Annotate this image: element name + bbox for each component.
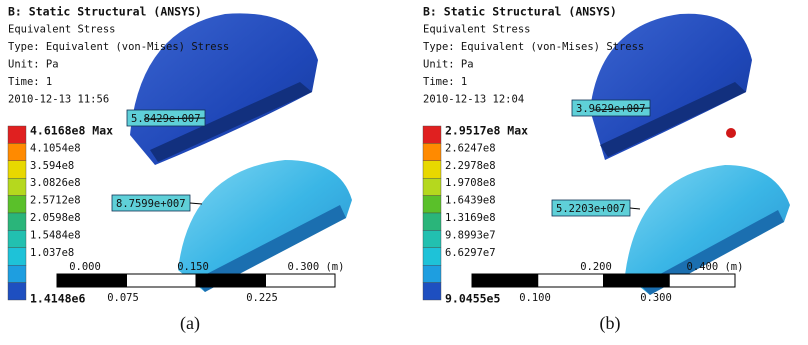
scale-label: 0.400 (m) [687,261,744,273]
legend-label: 1.3169e8 [445,212,496,224]
legend-swatch [423,283,441,300]
probe-label: 5.2203e+007 [556,203,626,215]
scale-label: 0.300 (m) [288,261,345,273]
scale-segment [57,274,127,287]
legend-swatch [423,161,441,178]
legend-swatch [8,213,26,230]
legend-swatch [423,126,441,143]
panel-title: B: Static Structural (ANSYS) [8,5,202,19]
legend-swatch [423,248,441,265]
model-a [130,13,352,292]
scale-label: 0.200 [580,261,612,273]
legend-label: 1.5484e8 [30,229,81,241]
scale-segment [127,274,197,287]
legend-swatch [8,283,26,300]
legend-swatch [8,196,26,213]
scale-segment [472,274,538,287]
legend-label: 3.0826e8 [30,177,81,189]
legend-label: 1.6439e8 [445,195,496,207]
header-line: 2010-12-13 11:56 [8,94,109,106]
header-line: Equivalent Stress [8,24,115,36]
legend-label: 1.037e8 [30,247,74,259]
caption: (b) [600,313,621,334]
legend-swatch [8,178,26,195]
probe-label: 8.7599e+007 [116,198,186,210]
legend-swatch [8,265,26,282]
legend-swatch [423,230,441,247]
legend-swatch [8,248,26,265]
figure: B: Static Structural (ANSYS) Equivalent S… [0,0,808,341]
legend-label: 2.9517e8 Max [445,124,528,138]
probe-label: 3.9629e+007 [576,103,646,115]
scale-segment [604,274,670,287]
legend-label: 9.0455e5 [445,292,500,306]
scale-segment [538,274,604,287]
scale-segment [266,274,336,287]
legend-label: 6.6297e7 [445,247,496,259]
legend-label: 2.0598e8 [30,212,81,224]
panel-title: B: Static Structural (ANSYS) [423,5,617,19]
header-line: Unit: Pa [423,59,474,71]
legend-swatch [423,213,441,230]
legend-label: 1.9708e8 [445,177,496,189]
scale-label: 0.000 [69,261,101,273]
legend-label: 9.8993e7 [445,229,496,241]
legend-swatch [8,161,26,178]
header-line: 2010-12-13 12:04 [423,94,524,106]
header-line: Type: Equivalent (von-Mises) Stress [423,41,644,53]
probe-pointer [630,208,640,209]
scale-label: 0.150 [177,261,209,273]
model-b [590,14,790,295]
probe-label: 5.8429e+007 [131,113,201,125]
legend-swatch [8,126,26,143]
legend-swatch [423,196,441,213]
probe-pointer [190,203,202,204]
header-line: Time: 1 [423,76,467,88]
legend-label: 4.1054e8 [30,142,81,154]
header-line: Type: Equivalent (von-Mises) Stress [8,41,229,53]
legend-label: 2.6247e8 [445,142,496,154]
header-line: Equivalent Stress [423,24,530,36]
legend-swatch [423,143,441,160]
header-line: Unit: Pa [8,59,59,71]
scale-label: 0.100 [519,292,551,304]
scale-label: 0.300 [640,292,672,304]
header-line: Time: 1 [8,76,52,88]
legend-label: 3.594e8 [30,160,74,172]
scale-segment [196,274,266,287]
legend-swatch [423,265,441,282]
legend-swatch [423,178,441,195]
scale-label: 0.225 [246,292,278,304]
legend-swatch [8,230,26,247]
legend-label: 4.6168e8 Max [30,124,113,138]
scale-segment [669,274,735,287]
legend-label: 1.4148e6 [30,292,85,306]
scale-label: 0.075 [107,292,139,304]
legend-swatch [8,143,26,160]
legend-label: 2.5712e8 [30,195,81,207]
caption: (a) [180,313,200,334]
legend-label: 2.2978e8 [445,160,496,172]
